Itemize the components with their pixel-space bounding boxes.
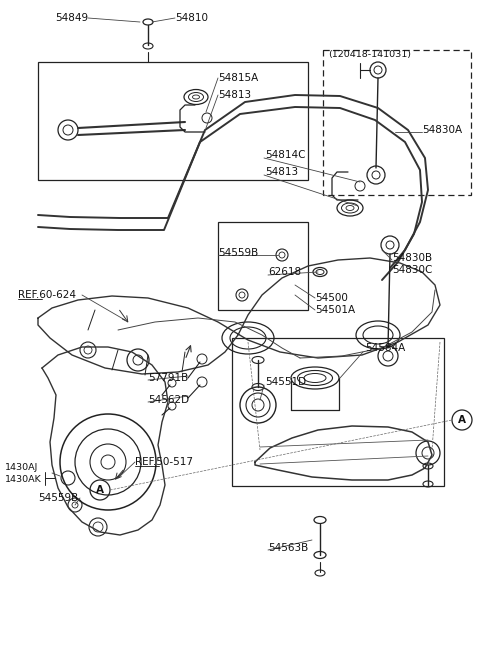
Bar bbox=[218, 222, 308, 310]
Text: 54584A: 54584A bbox=[365, 343, 405, 353]
Text: 1430AK: 1430AK bbox=[5, 476, 42, 484]
Text: 54500: 54500 bbox=[315, 293, 348, 303]
Text: 54830C: 54830C bbox=[392, 265, 432, 275]
Text: 54814C: 54814C bbox=[265, 150, 305, 160]
Text: 54501A: 54501A bbox=[315, 305, 355, 315]
Bar bbox=[38, 62, 308, 180]
Text: 54551D: 54551D bbox=[265, 377, 306, 387]
Text: 54563B: 54563B bbox=[268, 543, 308, 553]
Text: 54559B: 54559B bbox=[38, 493, 78, 503]
Text: 54815A: 54815A bbox=[218, 73, 258, 83]
Text: 54849: 54849 bbox=[55, 13, 88, 23]
Text: 54562D: 54562D bbox=[148, 395, 189, 405]
Text: 62618: 62618 bbox=[268, 267, 301, 277]
Bar bbox=[232, 338, 444, 486]
Text: REF.60-624: REF.60-624 bbox=[18, 290, 76, 300]
Text: 1430AJ: 1430AJ bbox=[5, 463, 38, 472]
Text: 54830B: 54830B bbox=[392, 253, 432, 263]
Text: A: A bbox=[96, 485, 104, 495]
Text: 54559B: 54559B bbox=[218, 248, 258, 258]
Text: 54813: 54813 bbox=[265, 167, 298, 177]
Text: 57791B: 57791B bbox=[148, 373, 188, 383]
Bar bbox=[323, 50, 471, 195]
Text: 54810: 54810 bbox=[175, 13, 208, 23]
Text: 54830A: 54830A bbox=[422, 125, 462, 135]
Text: A: A bbox=[458, 415, 466, 425]
Text: REF.50-517: REF.50-517 bbox=[135, 457, 193, 467]
Text: (120418-141031): (120418-141031) bbox=[328, 51, 411, 60]
Text: 54813: 54813 bbox=[218, 90, 251, 100]
